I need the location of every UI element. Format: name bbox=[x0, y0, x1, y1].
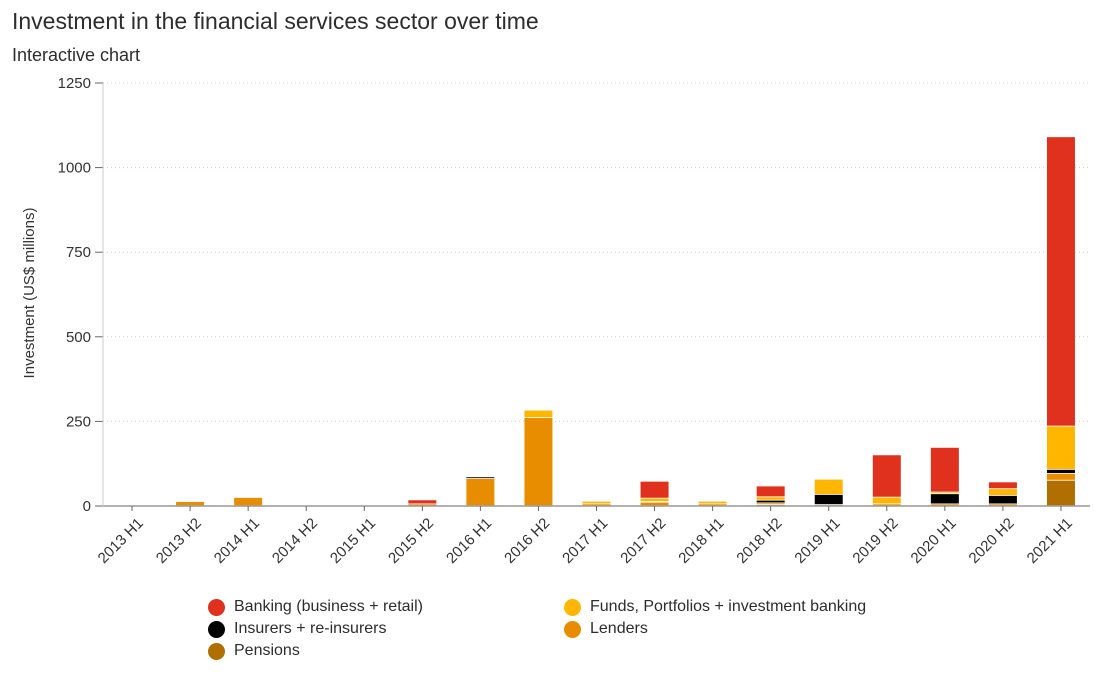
chart-area: 0 250 500 750 1000 1250 2013 H1 2013 H2 2014 H1… bbox=[21, 75, 1090, 567]
legend-swatch bbox=[564, 620, 581, 638]
legend-item[interactable]: Insurers + re-insurers bbox=[208, 620, 387, 638]
bar-segment[interactable] bbox=[640, 498, 669, 502]
bar-segment[interactable] bbox=[988, 495, 1017, 504]
legend-item[interactable]: Banking (business + retail) bbox=[208, 598, 423, 616]
legend-swatch bbox=[564, 598, 581, 616]
bar-segment[interactable] bbox=[1046, 137, 1075, 426]
bar-segment[interactable] bbox=[640, 481, 669, 498]
y-tick-label: 250 bbox=[66, 413, 91, 430]
bar-segment[interactable] bbox=[466, 477, 495, 479]
x-axis: 2013 H1 2013 H2 2014 H1 2014 H2 2015 H1 2015 … bbox=[95, 506, 1076, 567]
legend-label: Banking (business + retail) bbox=[234, 598, 423, 615]
x-tick-label: 2013 H1 bbox=[95, 515, 147, 567]
bar-segment[interactable] bbox=[814, 479, 843, 495]
x-tick-label: 2018 H2 bbox=[733, 515, 785, 567]
y-tick-label: 1000 bbox=[58, 160, 91, 177]
x-tick-label: 2019 H1 bbox=[791, 515, 843, 567]
bar-segment[interactable] bbox=[234, 497, 263, 506]
bar-segment[interactable] bbox=[872, 497, 901, 504]
legend-label: Insurers + re-insurers bbox=[234, 620, 387, 637]
bars bbox=[176, 137, 1075, 506]
bar-segment[interactable] bbox=[698, 504, 727, 506]
y-axis-label: Investment (US$ millions) bbox=[21, 208, 38, 379]
y-tick-label: 1250 bbox=[58, 75, 91, 92]
x-tick-label: 2014 H1 bbox=[211, 515, 263, 567]
x-tick-label: 2015 H1 bbox=[327, 515, 379, 567]
legend-swatch bbox=[208, 620, 225, 638]
bar-segment[interactable] bbox=[524, 418, 553, 506]
x-tick-label: 2013 H2 bbox=[153, 515, 205, 567]
legend-label: Pensions bbox=[234, 642, 300, 659]
chart-subtitle: Interactive chart bbox=[12, 45, 141, 65]
x-tick-label: 2016 H2 bbox=[501, 515, 553, 567]
bar-segment[interactable] bbox=[176, 501, 205, 506]
chart-title: Investment in the financial services sec… bbox=[12, 8, 539, 34]
bar-segment[interactable] bbox=[930, 447, 959, 492]
legend-swatch bbox=[208, 598, 225, 616]
bar-segment[interactable] bbox=[582, 504, 611, 506]
bar-segment[interactable] bbox=[1046, 480, 1075, 506]
bar-segment[interactable] bbox=[988, 489, 1017, 496]
bar-segment[interactable] bbox=[408, 500, 437, 504]
bar-segment[interactable] bbox=[1046, 473, 1075, 480]
legend-swatch bbox=[208, 642, 225, 660]
bar-segment[interactable] bbox=[756, 503, 785, 505]
bar-segment[interactable] bbox=[1046, 469, 1075, 474]
bar-segment[interactable] bbox=[466, 478, 495, 506]
bar-segment[interactable] bbox=[756, 497, 785, 500]
legend-item[interactable]: Funds, Portfolios + investment banking bbox=[564, 598, 866, 616]
y-tick-label: 500 bbox=[66, 329, 91, 346]
legend-label: Funds, Portfolios + investment banking bbox=[590, 598, 867, 615]
bar-segment[interactable] bbox=[640, 502, 669, 506]
x-tick-label: 2018 H1 bbox=[675, 515, 727, 567]
x-tick-label: 2017 H2 bbox=[617, 515, 669, 567]
bar-segment[interactable] bbox=[698, 501, 727, 504]
bar-segment[interactable] bbox=[756, 500, 785, 503]
y-tick-label: 0 bbox=[83, 498, 91, 515]
bar-segment[interactable] bbox=[1046, 426, 1075, 469]
bar-segment[interactable] bbox=[988, 482, 1017, 489]
x-tick-label: 2014 H2 bbox=[269, 515, 321, 567]
grid-lines bbox=[103, 82, 1090, 507]
bar-segment[interactable] bbox=[756, 486, 785, 497]
bar-segment[interactable] bbox=[872, 504, 901, 506]
bar-segment[interactable] bbox=[408, 504, 437, 506]
bar-segment[interactable] bbox=[524, 410, 553, 418]
bar-segment[interactable] bbox=[930, 504, 959, 506]
x-tick-label: 2017 H1 bbox=[559, 515, 611, 567]
x-tick-label: 2020 H1 bbox=[908, 515, 960, 567]
x-tick-label: 2020 H2 bbox=[966, 515, 1018, 567]
bar-segment[interactable] bbox=[988, 504, 1017, 506]
x-tick-label: 2016 H1 bbox=[443, 515, 495, 567]
legend-label: Lenders bbox=[590, 620, 648, 637]
legend-item[interactable]: Pensions bbox=[208, 642, 300, 660]
bar-segment[interactable] bbox=[930, 492, 959, 494]
x-tick-label: 2015 H2 bbox=[385, 515, 437, 567]
x-tick-label: 2021 H1 bbox=[1024, 515, 1076, 567]
bar-segment[interactable] bbox=[814, 494, 843, 505]
bar-segment[interactable] bbox=[930, 494, 959, 504]
legend-item[interactable]: Lenders bbox=[564, 620, 648, 638]
y-axis: 0 250 500 750 1000 1250 bbox=[58, 75, 104, 515]
x-tick-label: 2019 H2 bbox=[849, 515, 901, 567]
bar-segment[interactable] bbox=[872, 455, 901, 497]
bar-segment[interactable] bbox=[582, 501, 611, 504]
y-tick-label: 750 bbox=[66, 244, 91, 261]
